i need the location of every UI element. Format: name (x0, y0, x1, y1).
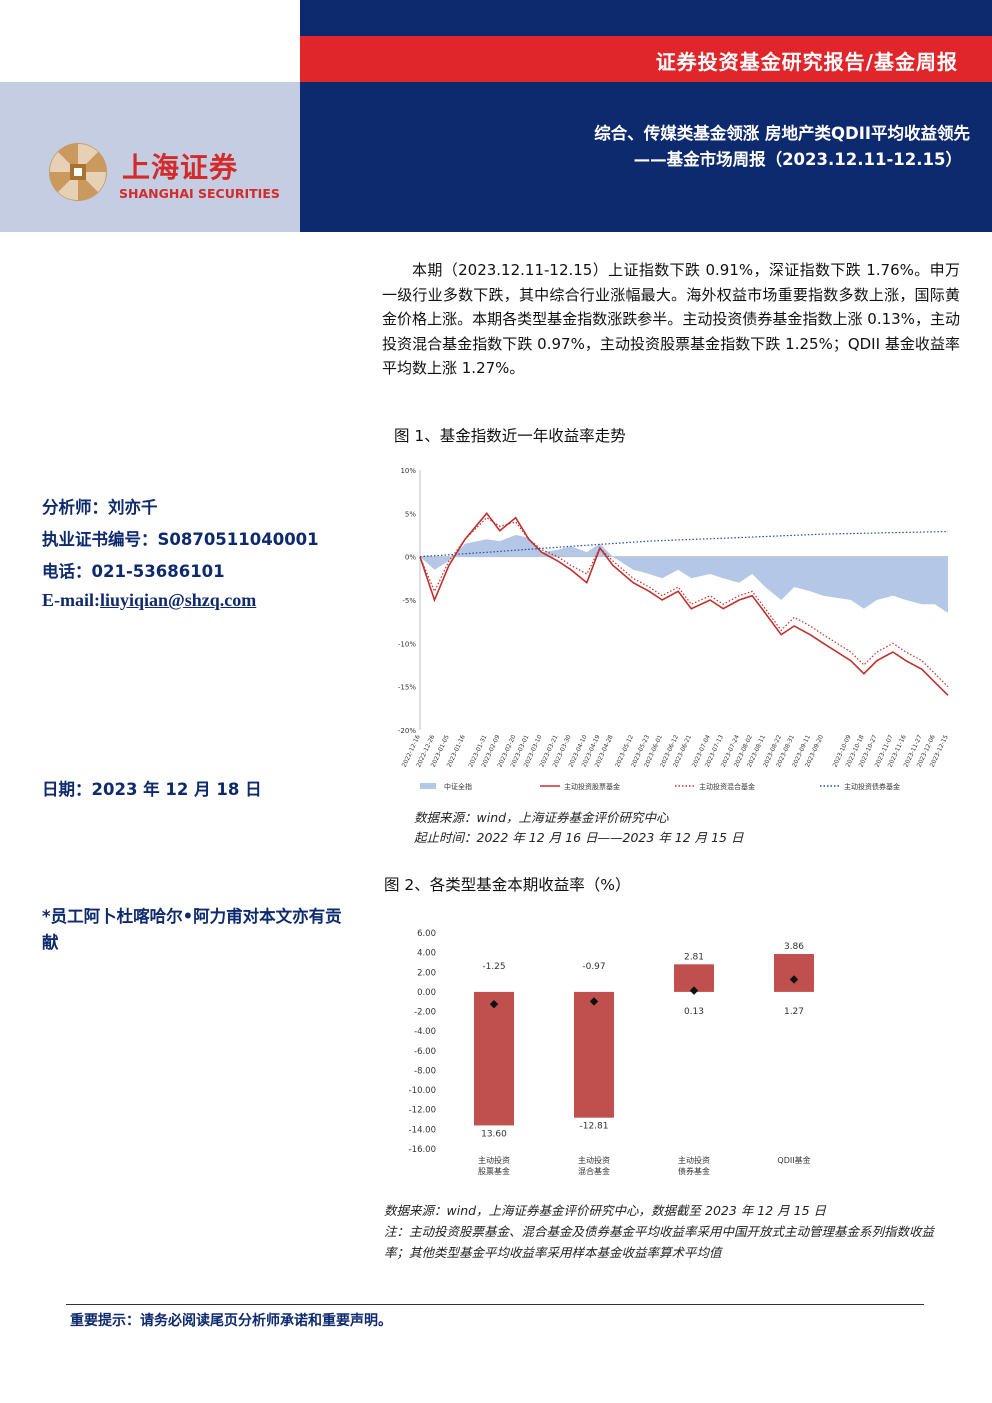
x-category-label: 债券基金 (678, 1166, 710, 1176)
report-subheadline: ——基金市场周报（2023.12.11-12.15） (633, 150, 962, 169)
y-tick-label: -10% (398, 640, 416, 648)
y-tick-label: -20% (398, 727, 416, 735)
y-tick-label: -2.00 (414, 1008, 436, 1018)
figure1-caption: 图 1、基金指数近一年收益率走势 (394, 427, 626, 445)
figure2-caption: 图 2、各类型基金本期收益率（%） (384, 876, 631, 894)
figure1-period: 起止时间：2022 年 12 月 16 日——2023 年 12 月 15 日 (414, 830, 744, 845)
header-band (300, 0, 992, 232)
contributor-note: *员工阿卜杜喀哈尔•阿力甫对本文亦有贡献 (42, 907, 342, 952)
analyst-email-row: E-mail:liuyiqian@shzq.com (42, 590, 256, 611)
marker-value-label: -0.97 (582, 962, 605, 972)
y-tick-label: 4.00 (417, 949, 436, 959)
footer-important-note: 重要提示：请务必阅读尾页分析师承诺和重要声明。 (70, 1313, 392, 1329)
marker-value-label: 0.13 (684, 1007, 704, 1017)
logo-panel (0, 82, 300, 232)
report-date: 日期：2023 年 12 月 18 日 (42, 780, 262, 799)
x-category-label: 主动投资 (678, 1155, 710, 1165)
y-tick-label: 10% (400, 467, 416, 475)
report-headline: 综合、传媒类基金领涨 房地产类QDII平均收益领先 (594, 124, 970, 143)
figure1-legend: 中证全指 主动投资股票基金 主动投资混合基金 主动投资债券基金 (420, 782, 900, 791)
y-tick-label: 5% (405, 510, 416, 518)
bar-value-label: 2.81 (684, 952, 704, 962)
x-category-label: 股票基金 (478, 1166, 510, 1176)
legend-label: 中证全指 (444, 782, 472, 791)
y-tick-label: 6.00 (417, 929, 436, 939)
x-category-label: 主动投资 (478, 1155, 510, 1165)
shanghai-securities-logo-icon (49, 143, 107, 201)
analyst-license: 执业证书编号：S0870511040001 (42, 530, 319, 549)
series-line-1 (419, 512, 949, 696)
legend-label: 主动投资混合基金 (699, 782, 755, 791)
figure2-note: 注：主动投资股票基金、混合基金及债券基金平均收益率采用中国开放式主动管理基金系列… (384, 1224, 935, 1260)
series-line-3 (419, 530, 949, 558)
legend-swatch (420, 783, 436, 789)
email-label: E-mail: (42, 590, 100, 610)
bar (574, 991, 614, 1118)
y-tick-label: 2.00 (417, 968, 436, 978)
x-category-label: QDII基金 (777, 1155, 810, 1165)
legend-label: 主动投资股票基金 (564, 782, 620, 791)
x-category-label: 混合基金 (578, 1166, 610, 1176)
report-type-bar: 证券投资基金研究报告/基金周报 (300, 36, 992, 82)
figure1-source: 数据来源：wind，上海证券基金评价研究中心 (414, 810, 669, 825)
y-tick-label: -10.00 (409, 1086, 436, 1096)
analyst-name: 分析师：刘亦千 (42, 498, 158, 517)
x-category-label: 主动投资 (578, 1155, 610, 1165)
bar (774, 954, 814, 992)
report-type: 证券投资基金研究报告/基金周报 (655, 50, 958, 74)
summary-paragraph: 本期（2023.12.11-12.15）上证指数下跌 0.91%，深证指数下跌 … (382, 261, 960, 378)
figure2-source: 数据来源：wind，上海证券基金评价研究中心，数据截至 2023 年 12 月 … (384, 1203, 827, 1218)
y-tick-label: -12.00 (409, 1106, 436, 1116)
marker-value-label: -1.25 (482, 962, 505, 972)
series-line-2 (419, 516, 949, 688)
y-tick-label: 0.00 (417, 988, 436, 998)
y-tick-label: -14.00 (409, 1125, 436, 1135)
bar (474, 991, 514, 1126)
y-tick-label: -15% (398, 684, 416, 692)
y-tick-label: 0% (405, 554, 416, 562)
marker-value-label: 1.27 (784, 1007, 804, 1017)
bar-value-label: 13.60 (481, 1129, 507, 1139)
bar-value-label: -12.81 (579, 1122, 608, 1132)
y-tick-label: -8.00 (414, 1066, 436, 1076)
figure1-line-chart: 10%5%0%-5%-10%-15%-20% 2022-12-162022-12… (398, 467, 950, 768)
figure2-bar-chart: 6.00 4.00 2.00 0.00 -2.00 -4.00 -6.00 -8.00 -10.… (409, 929, 814, 1176)
bar-value-label: 3.86 (784, 942, 804, 952)
logo-name-en: SHANGHAI SECURITIES (119, 186, 280, 201)
analyst-phone: 电话：021-53686101 (42, 562, 225, 581)
y-tick-label: -16.00 (409, 1145, 436, 1155)
footer-divider (66, 1304, 924, 1305)
y-tick-label: -6.00 (414, 1047, 436, 1057)
y-tick-label: -5% (402, 597, 416, 605)
email-link[interactable]: liuyiqian@shzq.com (100, 590, 257, 610)
series-area-csi-all (420, 535, 948, 613)
y-tick-label: -4.00 (414, 1027, 436, 1037)
legend-label: 主动投资债券基金 (844, 782, 900, 791)
logo-name-cn: 上海证券 (122, 151, 239, 184)
